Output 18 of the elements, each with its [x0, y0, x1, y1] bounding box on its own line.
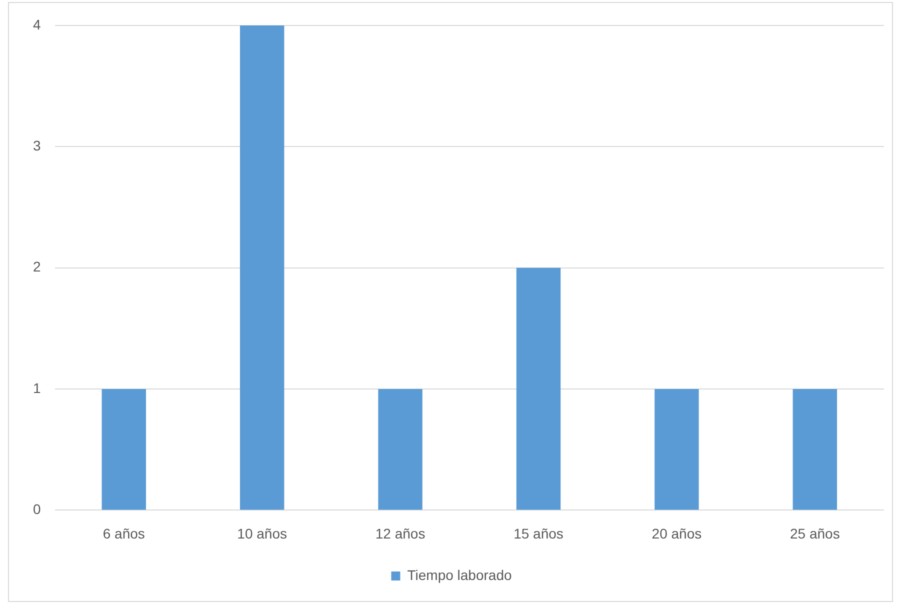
- x-tick-label: 25 años: [790, 525, 840, 542]
- y-tick-label: 0: [32, 501, 41, 518]
- y-tick-label: 2: [32, 258, 41, 275]
- bar: [102, 389, 146, 510]
- y-tick-label: 4: [32, 16, 41, 32]
- x-tick-label: 15 años: [514, 525, 564, 542]
- x-tick-label: 12 años: [375, 525, 426, 542]
- x-tick-label: 10 años: [237, 525, 288, 542]
- x-tick-label: 20 años: [652, 525, 702, 542]
- y-tick-label: 3: [32, 137, 41, 154]
- bar: [240, 25, 284, 510]
- bar: [792, 389, 838, 510]
- bar: [378, 389, 422, 510]
- legend-label: Tiempo laborado: [407, 566, 512, 583]
- bar: [516, 268, 561, 510]
- bar: [654, 389, 699, 510]
- y-tick-label: 1: [32, 380, 41, 396]
- x-tick-label: 6 años: [102, 525, 145, 542]
